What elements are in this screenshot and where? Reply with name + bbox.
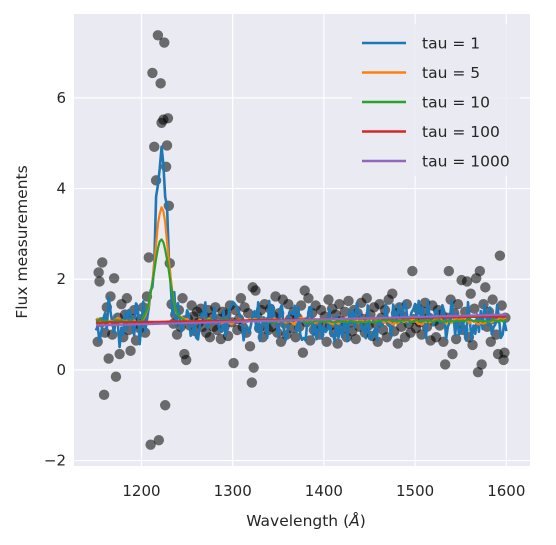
data-point [235, 293, 247, 304]
data-point [152, 30, 164, 41]
legend-label: tau = 1000 [422, 153, 510, 171]
y-tick-label: 6 [56, 89, 66, 107]
data-point [467, 339, 478, 351]
data-point [447, 348, 458, 360]
x-tick-label: 1500 [396, 482, 434, 500]
x-tick-label: 1600 [487, 482, 525, 500]
legend-box [352, 24, 520, 176]
data-point [283, 298, 294, 310]
data-point [476, 359, 487, 370]
data-point [487, 294, 498, 305]
data-point [407, 265, 418, 277]
series-lines [94, 145, 508, 349]
y-tick-labels: −2 0 2 4 6 [44, 89, 66, 470]
data-point [242, 308, 254, 319]
x-tick-label: 1300 [214, 482, 252, 500]
data-point [494, 250, 506, 261]
data-point [143, 252, 154, 263]
data-point [334, 298, 345, 310]
data-point [162, 113, 174, 124]
data-point [204, 332, 216, 343]
x-tick-label: 1200 [122, 482, 160, 500]
data-point [350, 333, 362, 345]
data-point [94, 276, 105, 287]
x-tick-label: 1400 [305, 482, 343, 500]
data-point [155, 78, 166, 89]
data-point [244, 341, 256, 352]
data-point [439, 359, 451, 370]
data-point [472, 366, 484, 378]
legend-label: tau = 100 [422, 123, 500, 141]
data-point [114, 348, 125, 360]
data-point [450, 333, 462, 345]
data-point [125, 345, 136, 357]
legend-label: tau = 10 [422, 94, 490, 112]
data-point [434, 320, 445, 331]
data-point [491, 329, 502, 340]
data-point [147, 67, 158, 79]
data-point [103, 353, 114, 364]
legend-label: tau = 5 [422, 64, 480, 82]
data-point [343, 295, 354, 307]
x-tick-labels: 1200 1300 1400 1500 1600 [122, 482, 525, 500]
data-point [110, 371, 122, 382]
x-axis-label: Wavelength (Å) [246, 511, 366, 530]
series-line [94, 145, 508, 349]
data-point [323, 294, 334, 305]
data-point [381, 332, 393, 343]
data-point [149, 141, 160, 153]
data-point [98, 389, 110, 401]
y-tick-label: 0 [56, 361, 66, 379]
data-point [159, 37, 170, 48]
data-point [250, 285, 261, 296]
data-point [97, 257, 108, 268]
data-point [480, 282, 491, 293]
data-point [180, 354, 192, 366]
data-point [339, 306, 351, 318]
data-point [105, 291, 116, 302]
data-point [297, 347, 309, 358]
data-point [107, 329, 118, 340]
data-point [93, 267, 104, 278]
data-point [387, 288, 398, 299]
data-point [361, 293, 372, 304]
data-point [161, 140, 173, 151]
data-point [496, 300, 507, 311]
data-point [160, 400, 171, 411]
data-point [171, 329, 183, 340]
data-point [248, 362, 259, 373]
x-axis-unit: Å [348, 511, 360, 530]
data-point [275, 336, 287, 347]
data-point [392, 338, 403, 349]
legend: tau = 1 tau = 5 tau = 10 tau = 100 tau = 100… [352, 24, 520, 176]
data-point [121, 293, 133, 304]
y-axis-label: Flux measurements [13, 165, 31, 318]
data-point [305, 335, 316, 346]
y-tick-label: 2 [56, 270, 66, 288]
data-point [299, 285, 310, 296]
legend-label: tau = 1 [422, 35, 480, 53]
data-point [443, 265, 455, 277]
y-tick-label: 4 [56, 180, 66, 198]
y-tick-label: −2 [44, 452, 66, 470]
data-point [303, 293, 314, 304]
data-point [108, 273, 120, 284]
data-point [246, 377, 258, 388]
data-point [290, 332, 301, 343]
data-point [469, 303, 480, 314]
data-point [321, 336, 332, 347]
data-point [485, 336, 496, 347]
data-point [228, 357, 239, 369]
data-point [153, 434, 165, 446]
data-point [474, 265, 486, 277]
data-point [177, 293, 188, 304]
data-point [461, 276, 473, 287]
series-line [95, 313, 507, 327]
data-point [145, 439, 156, 450]
data-point [465, 288, 476, 299]
data-point [499, 347, 510, 358]
data-point [372, 336, 383, 347]
data-point [452, 298, 464, 310]
